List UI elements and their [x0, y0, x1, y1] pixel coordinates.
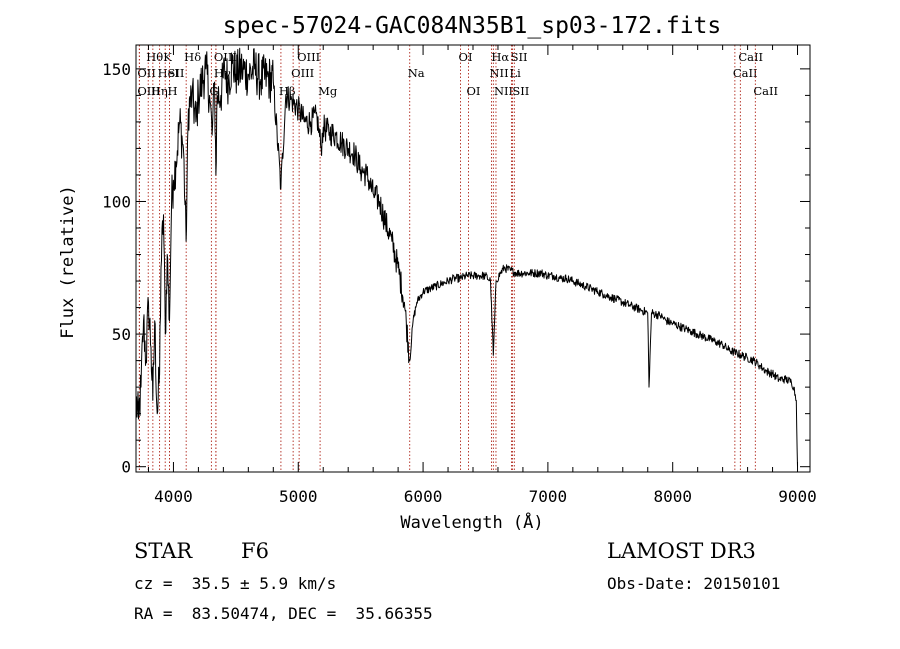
line-marker-label: OII — [137, 66, 156, 80]
line-marker-label: NII — [489, 66, 508, 80]
x-tick-label: 4000 — [154, 487, 193, 506]
object-subclass: F6 — [241, 539, 269, 563]
y-axis-label: Flux (relative) — [58, 185, 78, 339]
x-tick-label: 7000 — [529, 487, 568, 506]
y-tick-label: 50 — [112, 325, 131, 344]
line-marker-label: HeI — [158, 66, 179, 80]
line-marker-label: CaII — [753, 84, 778, 98]
x-tick-label: 8000 — [653, 487, 692, 506]
line-marker-label: OIII — [137, 84, 160, 98]
line-marker-label: SII — [512, 84, 529, 98]
y-axis: 0 50 100 150 — [102, 60, 810, 477]
line-marker-label: NII — [494, 84, 513, 98]
x-axis: 4000 5000 6000 7000 8000 9000 — [147, 45, 817, 506]
line-marker-label: CaII — [733, 66, 758, 80]
x-tick-label: 6000 — [404, 487, 443, 506]
y-tick-label: 0 — [121, 458, 131, 477]
line-marker-label: H — [167, 84, 177, 98]
object-class: STAR — [134, 539, 193, 563]
spectrum-series — [135, 47, 798, 467]
x-tick-label: 5000 — [279, 487, 318, 506]
spectrum-line — [135, 47, 798, 467]
y-tick-label: 100 — [102, 192, 131, 211]
line-marker-label: OIII — [291, 66, 314, 80]
coordinates-text: RA = 83.50474, DEC = 35.66355 — [134, 604, 433, 623]
line-marker-label: Hδ — [184, 50, 201, 64]
line-marker-label: SII — [167, 66, 184, 80]
line-marker-label: Hα — [491, 50, 509, 64]
line-marker-label: SII — [511, 50, 528, 64]
line-marker-label: OI — [459, 50, 473, 64]
plot-frame — [135, 44, 811, 473]
line-marker-label: Hθ — [146, 50, 163, 64]
survey-name: LAMOST DR3 — [607, 539, 756, 563]
line-marker-label: Na — [408, 66, 425, 80]
line-marker-label: OI — [467, 84, 481, 98]
x-axis-label: Wavelength (Å) — [400, 511, 543, 533]
obs-date-text: Obs-Date: 20150101 — [607, 574, 781, 593]
x-tick-label: 9000 — [778, 487, 817, 506]
redshift-text: cz = 35.5 ± 5.9 km/s — [134, 574, 337, 593]
line-marker-label: CaII — [738, 50, 763, 64]
line-marker-label: Mg — [318, 84, 338, 98]
line-marker-label: K — [163, 50, 172, 64]
chart-title: spec-57024-GAC084N35B1_sp03-172.fits — [223, 13, 722, 39]
line-marker-label: Li — [509, 66, 521, 80]
y-tick-label: 150 — [102, 60, 131, 79]
line-marker-label: OIII — [297, 50, 320, 64]
line-marker-label: G — [209, 84, 218, 98]
